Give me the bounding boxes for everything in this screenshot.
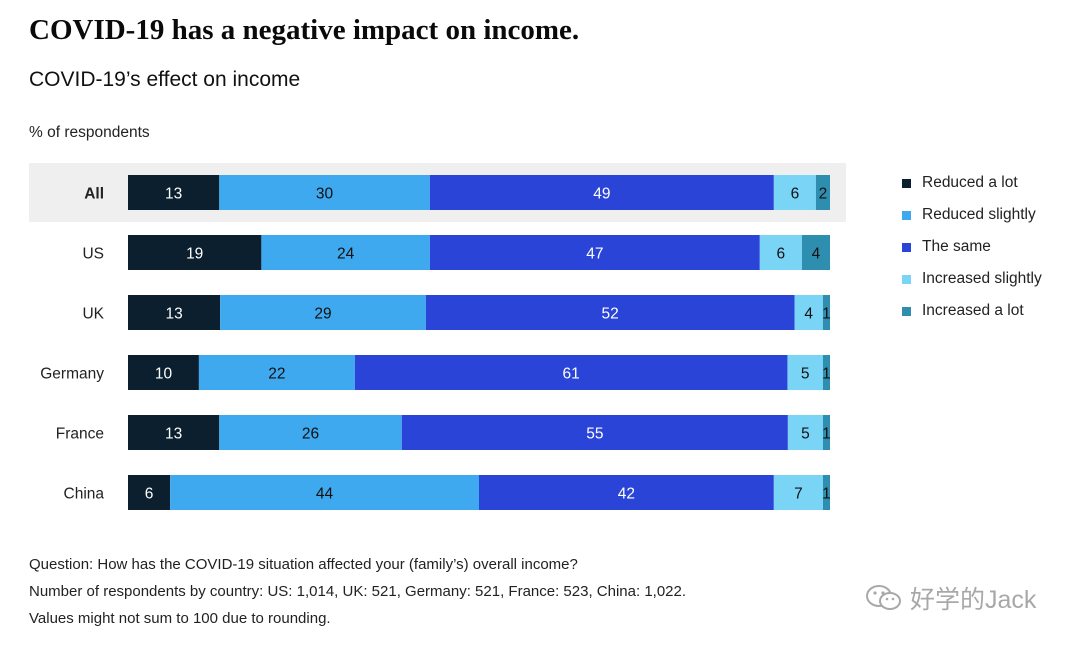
bar-germany-reduced-slightly <box>198 355 355 390</box>
data-label-uk-increased-slightly: 4 <box>804 306 813 323</box>
bar-france-the-same <box>401 415 788 450</box>
data-label-uk-the-same: 52 <box>602 306 619 323</box>
watermark: 好学的Jack <box>864 580 1036 616</box>
bar-all-increased-slightly <box>773 175 816 210</box>
bar-china-reduced-slightly <box>170 475 479 510</box>
data-label-china-the-same: 42 <box>618 486 635 503</box>
data-label-china-increased-a-lot: 1 <box>822 486 831 503</box>
data-label-us-reduced-a-lot: 19 <box>186 246 203 263</box>
data-label-china-increased-slightly: 7 <box>794 486 803 503</box>
data-label-germany-the-same: 61 <box>563 366 580 383</box>
data-label-germany-reduced-a-lot: 10 <box>155 366 173 383</box>
legend-label: Increased a lot <box>922 302 1024 319</box>
legend-label: Increased slightly <box>922 270 1042 287</box>
category-label-france: France <box>56 426 104 443</box>
data-label-all-reduced-slightly: 30 <box>316 186 334 203</box>
bar-us-increased-slightly <box>759 235 802 270</box>
bar-china-reduced-a-lot <box>128 475 171 510</box>
bar-uk-increased-a-lot <box>822 295 830 330</box>
legend-item-the-same: The same <box>902 231 1042 263</box>
data-label-uk-reduced-slightly: 29 <box>314 306 331 323</box>
data-label-germany-increased-slightly: 5 <box>801 366 810 383</box>
footnote-question: Question: How has the COVID-19 situation… <box>29 556 578 573</box>
legend-item-reduced-slightly: Reduced slightly <box>902 199 1042 231</box>
data-label-china-reduced-a-lot: 6 <box>145 486 154 503</box>
chart-title: COVID-19 has a negative impact on income… <box>29 14 580 46</box>
data-label-all-increased-a-lot: 2 <box>819 186 828 203</box>
data-label-uk-increased-a-lot: 1 <box>822 306 831 323</box>
data-label-us-increased-slightly: 6 <box>777 246 786 263</box>
bar-uk-the-same <box>425 295 795 330</box>
data-label-uk-reduced-a-lot: 13 <box>165 306 182 323</box>
bar-uk-increased-slightly <box>794 295 823 330</box>
data-label-france-reduced-a-lot: 13 <box>165 426 182 443</box>
bar-uk-reduced-slightly <box>220 295 426 330</box>
legend-swatch <box>902 242 911 252</box>
bar-germany-increased-slightly <box>787 355 823 390</box>
bar-all-reduced-a-lot <box>128 175 220 210</box>
bar-france-reduced-slightly <box>219 415 402 450</box>
footnotes: Question: How has the COVID-19 situation… <box>29 553 686 634</box>
legend: Reduced a lot Reduced slightly The same … <box>902 167 1042 327</box>
legend-swatch <box>902 178 911 188</box>
footnote-respondents: Number of respondents by country: US: 1,… <box>29 583 687 600</box>
data-label-germany-reduced-slightly: 22 <box>268 366 285 383</box>
bar-us-increased-a-lot <box>801 235 830 270</box>
data-label-france-the-same: 55 <box>586 426 603 443</box>
bar-china-increased-a-lot <box>822 475 830 510</box>
bar-all-reduced-slightly <box>219 175 430 210</box>
bar-france-increased-a-lot <box>822 415 830 450</box>
category-label-germany: Germany <box>40 366 104 383</box>
data-label-us-reduced-slightly: 24 <box>337 246 355 263</box>
chart-subtitle: COVID-19’s effect on income <box>29 68 301 91</box>
bar-germany-the-same <box>354 355 788 390</box>
bar-france-increased-slightly <box>787 415 823 450</box>
data-label-us-the-same: 47 <box>586 246 603 263</box>
unit-label: % of respondents <box>29 124 150 141</box>
data-label-china-reduced-slightly: 44 <box>316 486 334 503</box>
bar-china-the-same <box>479 475 774 510</box>
category-label-us: US <box>82 246 104 263</box>
bar-china-increased-slightly <box>773 475 823 510</box>
bar-france-reduced-a-lot <box>128 415 220 450</box>
category-label-all: All <box>84 186 104 203</box>
data-label-france-increased-slightly: 5 <box>801 426 810 443</box>
legend-item-reduced-a-lot: Reduced a lot <box>902 167 1042 199</box>
data-label-germany-increased-a-lot: 1 <box>822 366 831 383</box>
watermark-text: 好学的Jack <box>910 586 1037 614</box>
bar-germany-increased-a-lot <box>822 355 830 390</box>
legend-swatch <box>902 210 911 220</box>
bar-us-reduced-slightly <box>261 235 430 270</box>
category-label-uk: UK <box>82 306 104 323</box>
legend-label: The same <box>922 238 991 255</box>
data-label-all-reduced-a-lot: 13 <box>165 186 182 203</box>
legend-swatch <box>902 274 911 284</box>
footnote-rounding: Values might not sum to 100 due to round… <box>29 610 331 627</box>
data-label-france-increased-a-lot: 1 <box>822 426 831 443</box>
data-label-all-increased-slightly: 6 <box>791 186 800 203</box>
legend-swatch <box>902 306 911 316</box>
category-label-china: China <box>64 486 105 503</box>
legend-label: Reduced slightly <box>922 206 1036 223</box>
legend-item-increased-a-lot: Increased a lot <box>902 295 1042 327</box>
wechat-icon <box>866 585 901 610</box>
legend-item-increased-slightly: Increased slightly <box>902 263 1042 295</box>
data-label-us-increased-a-lot: 4 <box>812 246 821 263</box>
bar-all-the-same <box>429 175 774 210</box>
bar-germany-reduced-a-lot <box>128 355 199 390</box>
bar-all-increased-a-lot <box>815 175 830 210</box>
legend-label: Reduced a lot <box>922 174 1018 191</box>
bar-us-reduced-a-lot <box>128 235 262 270</box>
data-label-all-the-same: 49 <box>593 186 610 203</box>
bar-uk-reduced-a-lot <box>128 295 221 330</box>
bar-us-the-same <box>429 235 760 270</box>
data-label-france-reduced-slightly: 26 <box>302 426 319 443</box>
